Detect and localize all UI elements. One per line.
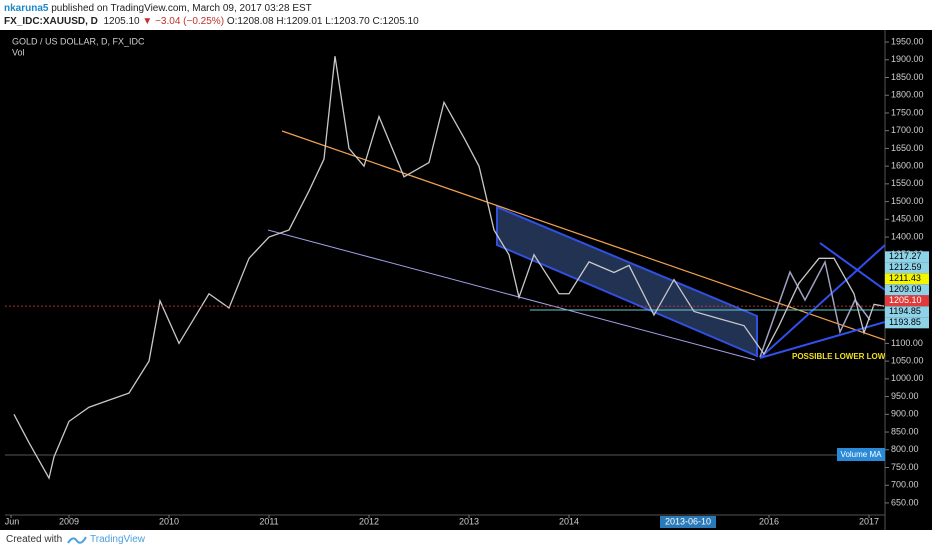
created-with: Created with xyxy=(6,534,63,545)
chart-subtitle: Vol xyxy=(12,47,25,57)
y-tick-label: 1700.00 xyxy=(891,125,924,135)
channel xyxy=(496,205,758,358)
y-tick-label: 950.00 xyxy=(891,391,919,401)
price-badge xyxy=(885,273,929,285)
trend-line xyxy=(267,229,756,361)
price-badge xyxy=(885,317,929,329)
y-tick-label: 1550.00 xyxy=(891,178,924,188)
trend-line xyxy=(759,244,885,359)
price-badge-label: 1205.10 xyxy=(889,295,922,305)
open: O:1208.08 xyxy=(226,16,274,27)
y-tick-label: 1100.00 xyxy=(891,338,923,348)
low: L:1203.70 xyxy=(325,16,370,27)
chart-title: GOLD / US DOLLAR, D, FX_IDC xyxy=(12,36,145,46)
y-tick-label: 1650.00 xyxy=(891,143,924,153)
volume-badge xyxy=(837,448,885,461)
y-tick-label: 1500.00 xyxy=(891,196,924,206)
footer: Created with TradingView xyxy=(0,530,932,550)
quote-line: FX_IDC:XAUUSD, D 1205.10 ▼ −3.04 (−0.25%… xyxy=(4,16,419,27)
author[interactable]: nkaruna5 xyxy=(4,3,49,14)
price-badge xyxy=(885,251,929,263)
y-tick-label: 1800.00 xyxy=(891,90,924,100)
y-tick-label: 1950.00 xyxy=(891,36,924,46)
y-tick-label: 1900.00 xyxy=(891,54,924,64)
price-badge-label: 1193.85 xyxy=(889,317,921,327)
change-text: −3.04 (−0.25%) xyxy=(155,16,225,27)
high: H:1209.01 xyxy=(276,16,323,27)
price-badge-label: 1194.85 xyxy=(889,306,921,316)
symbol: FX_IDC:XAUUSD, D xyxy=(4,16,98,27)
price-badge-label: 1217.27 xyxy=(889,251,922,261)
last: 1205.10 xyxy=(103,16,140,27)
x-tick-label: 2016 xyxy=(759,516,779,526)
y-tick-label: 1450.00 xyxy=(891,214,924,224)
x-tick-label: 2017 xyxy=(859,516,879,526)
logo xyxy=(67,536,87,544)
y-tick-label: 1000.00 xyxy=(891,373,924,383)
y-tick-label: 1400.00 xyxy=(891,231,924,241)
trend-line xyxy=(281,130,885,341)
price-badge xyxy=(885,262,929,274)
header: nkaruna5 published on TradingView.com, M… xyxy=(0,0,932,30)
y-tick-label: 900.00 xyxy=(891,409,919,419)
x-tick-label: 2013 xyxy=(459,516,479,526)
x-tick-label: 2014 xyxy=(559,516,579,526)
published: published on TradingView.com, March 09, … xyxy=(51,3,312,14)
y-tick-label: 750.00 xyxy=(891,462,919,472)
x-tick-label: 2010 xyxy=(159,516,179,526)
x-tick-label: 2012 xyxy=(359,516,379,526)
price-badge xyxy=(885,306,929,318)
change: ▼ −3.04 (−0.25%) xyxy=(142,16,225,27)
annotation: POSSIBLE LOWER LOW xyxy=(792,352,886,361)
y-tick-label: 1600.00 xyxy=(891,161,924,171)
y-tick-label: 1050.00 xyxy=(891,356,924,366)
y-tick-label: 850.00 xyxy=(891,426,919,436)
volume-label: Volume MA xyxy=(841,450,883,459)
plot xyxy=(5,56,885,480)
close: C:1205.10 xyxy=(372,16,419,27)
y-tick-label: 1750.00 xyxy=(891,107,924,117)
x-tick-label: 2011 xyxy=(259,516,278,526)
y-tick-label: 800.00 xyxy=(891,444,919,454)
x-tick-label: 2009 xyxy=(59,516,79,526)
y-tick-label: 650.00 xyxy=(891,497,919,507)
price-badge-label: 1212.59 xyxy=(889,262,922,272)
chart: POSSIBLE LOWER LOW GOLD / US DOLLAR, D, … xyxy=(0,30,932,530)
cursor-label: 2013-06-10 xyxy=(665,516,711,526)
price-badge xyxy=(885,295,929,307)
y-tick-label: 700.00 xyxy=(891,480,919,490)
brand[interactable]: TradingView xyxy=(90,534,146,545)
price-badge-label: 1209.09 xyxy=(889,284,922,294)
price-line xyxy=(13,56,885,480)
trend-line xyxy=(819,242,885,291)
price-badge xyxy=(885,284,929,296)
cursor-badge xyxy=(660,516,716,528)
trend-line xyxy=(759,321,885,359)
publish-line: nkaruna5 published on TradingView.com, M… xyxy=(4,3,312,14)
x-tick-label: Jun xyxy=(5,516,20,526)
y-tick-label: 1850.00 xyxy=(891,72,924,82)
background xyxy=(0,30,932,530)
price-badge-label: 1211.43 xyxy=(889,273,921,283)
